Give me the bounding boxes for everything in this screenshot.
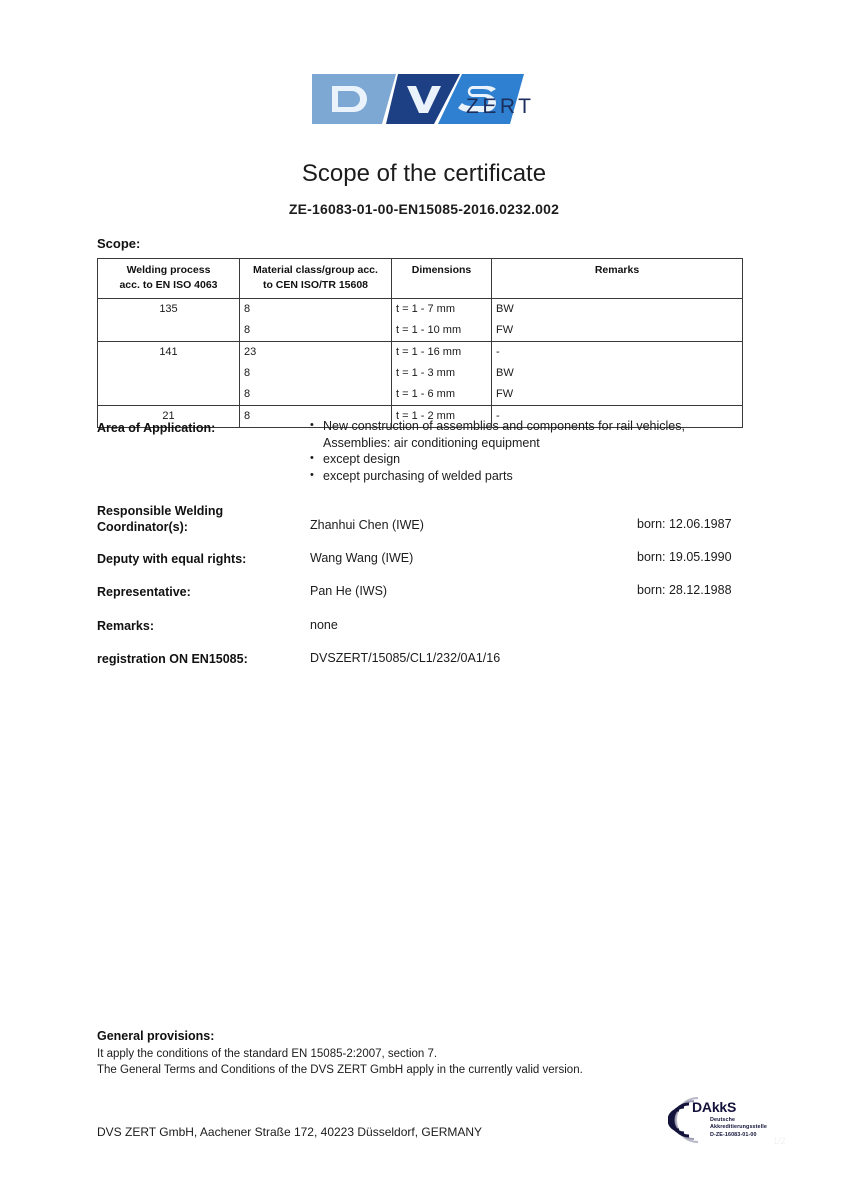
material-value: 8 [244,324,251,337]
dakks-sub-line-1: Deutsche [710,1117,736,1123]
header-line-1: Material class/group acc. [253,264,378,276]
cell-welding-process: 135 [97,298,240,343]
table-row: 141 23 8 8 t = 1 - 16 mm t = 1 - [97,341,743,407]
cell-welding-process: 21 [97,405,240,429]
deputy-name: Wang Wang (IWE) [310,551,414,565]
dimension-value: t = 1 - 10 mm [396,324,462,337]
footer-address: DVS ZERT GmbH, Aachener Straße 172, 4022… [97,1125,483,1139]
column-header-material-class: Material class/group acc. to CEN ISO/TR … [239,257,392,300]
general-provisions-line-2: The General Terms and Conditions of the … [97,1064,583,1076]
list-item-text: Assemblies: air conditioning equipment [323,435,540,450]
remark-value: BW [496,303,514,316]
dakks-arcs-icon [668,1097,699,1143]
remarks-value: none [310,618,338,632]
process-value: 135 [159,303,178,316]
list-item-text: New construction of assemblies and compo… [323,419,685,433]
cell-welding-process: 141 [97,341,240,407]
representative-label: Representative: [97,585,191,599]
list-item: New construction of assemblies and compo… [310,417,750,435]
scope-table: Welding process acc. to EN ISO 4063 Mate… [97,257,743,429]
remarks-label: Remarks: [97,619,154,633]
dakks-name: DAkkS [692,1099,737,1115]
dakks-subtext: Deutsche Akkreditierungsstelle D-ZE-1608… [710,1117,767,1139]
remark-value: FW [496,324,514,337]
coordinator-label-line1: Responsible Welding [97,504,224,518]
representative-born: born: 28.12.1988 [637,583,732,597]
coordinator-born: born: 12.06.1987 [637,517,732,531]
general-provisions-title: General provisions: [97,1029,215,1043]
page-marker: 1/2 [773,1136,786,1146]
material-value: 23 [244,346,257,359]
cell-dimensions: t = 1 - 16 mm t = 1 - 3 mm t = 1 - 6 mm [391,341,492,407]
column-header-dimensions: Dimensions [391,257,492,300]
coordinator-label-line2: Coordinator(s): [97,520,188,534]
list-item-text: except design [323,452,401,466]
header-line-1: Dimensions [411,264,472,276]
dimension-value: t = 1 - 3 mm [396,367,455,380]
cell-material-class: 23 8 8 [239,341,392,407]
dakks-sub-line-3: D-ZE-16083-01-00 [710,1131,757,1138]
table-header-row: Welding process acc. to EN ISO 4063 Mate… [97,257,743,300]
logo-zert-text: ZERT [466,95,535,118]
area-of-application-label: Area of Application: [97,421,216,435]
certificate-number: ZE-16083-01-00-EN15085-2016.0232.002 [288,201,560,217]
cell-dimensions: t = 1 - 7 mm t = 1 - 10 mm [391,298,492,343]
remark-value: - [496,346,500,359]
page-title: Scope of the certificate [301,160,547,187]
cell-material-class: 8 8 [239,298,392,343]
material-value: 8 [244,367,251,380]
dakks-sub-line-2: Akkreditierungsstelle [710,1124,767,1131]
material-value: 8 [244,388,251,401]
header-line-2: acc. to EN ISO 4063 [119,279,218,292]
registration-label: registration ON EN15085: [97,652,248,666]
header-line-2: to CEN ISO/TR 15608 [262,279,369,292]
process-value: 21 [162,410,175,423]
process-value: 141 [159,346,178,359]
dakks-accreditation-logo: DAkkS Deutsche Akkreditierungsstelle D-Z… [668,1094,793,1152]
column-header-welding-process: Welding process acc. to EN ISO 4063 [97,257,240,300]
list-item-text: except purchasing of welded parts [323,468,513,483]
scope-label: Scope: [97,236,141,251]
registration-value: DVSZERT/15085/CL1/232/0A1/16 [310,651,501,665]
header-line-1: Remarks [594,264,640,276]
header-line-1: Welding process [126,264,211,276]
material-value: 8 [244,410,251,423]
deputy-label: Deputy with equal rights: [97,552,247,566]
cell-remarks: - BW FW [491,341,743,407]
cell-remarks: BW FW [491,298,743,343]
dimension-value: t = 1 - 16 mm [396,346,462,359]
material-value: 8 [244,303,251,316]
dvs-zert-logo: ZERT [310,70,550,128]
remark-value: - [496,410,500,423]
table-row: 135 8 8 t = 1 - 7 mm t = 1 - 10 mm [97,298,743,343]
dvs-logo-mark [312,74,524,124]
deputy-born: born: 19.05.1990 [637,550,732,564]
dimension-value: t = 1 - 7 mm [396,303,455,316]
representative-name: Pan He (IWS) [310,584,388,598]
list-item-continuation: Assemblies: air conditioning equipment [310,435,750,452]
list-item: except purchasing of welded parts [310,467,750,485]
area-of-application-list: New construction of assemblies and compo… [310,417,750,485]
dimension-value: t = 1 - 6 mm [396,388,455,401]
remark-value: BW [496,367,514,380]
list-item: except design [310,450,750,468]
general-provisions-line-1: It apply the conditions of the standard … [97,1048,438,1060]
column-header-remarks: Remarks [491,257,743,300]
coordinator-name: Zhanhui Chen (IWE) [310,518,424,532]
remark-value: FW [496,388,514,401]
